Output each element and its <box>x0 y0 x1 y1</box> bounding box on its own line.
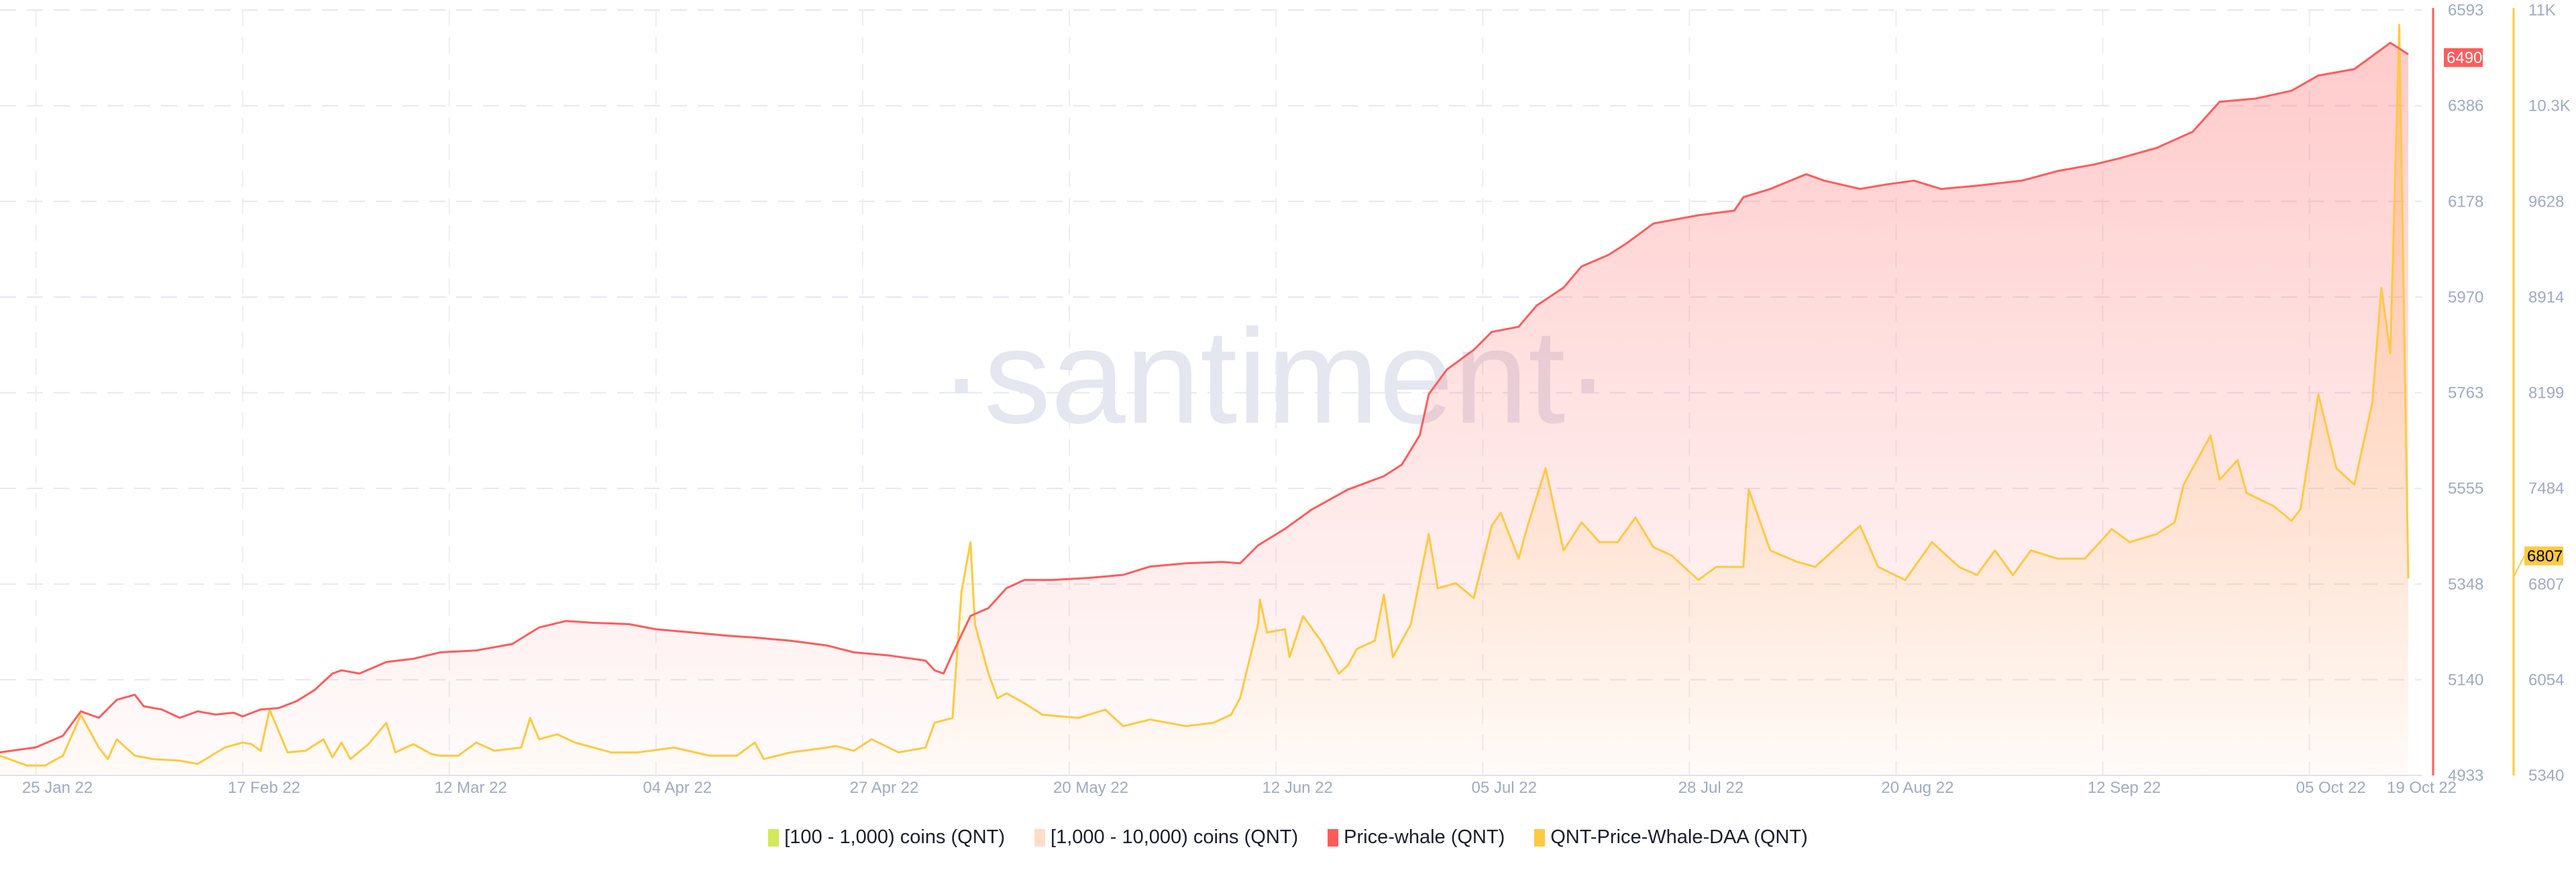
daa-tick-label: 6807 <box>2528 576 2564 594</box>
chart: ·santiment· 6593638661785970576355555348… <box>0 1 2571 797</box>
legend-swatch <box>768 828 780 847</box>
x-tick-label: 20 Aug 22 <box>1881 779 1953 797</box>
daa-tick-label: 10.3K <box>2528 97 2571 115</box>
x-tick-label: 12 Sep 22 <box>2088 779 2161 797</box>
x-tick-label: 20 May 22 <box>1053 779 1128 797</box>
legend-item[interactable]: Price-whale (QNT) <box>1328 826 1505 849</box>
daa-tick-label: 8914 <box>2528 288 2564 307</box>
legend: [100 - 1,000) coins (QNT) [1,000 - 10,000… <box>0 826 2576 849</box>
legend-label: [100 - 1,000) coins (QNT) <box>784 826 1006 848</box>
daa-last-value-badge <box>2524 546 2563 565</box>
daa-last-value: 6807 <box>2527 547 2563 565</box>
daa-tick-label: 6054 <box>2528 671 2564 689</box>
legend-swatch <box>1034 828 1046 847</box>
daa-tick-label: 8199 <box>2528 384 2564 402</box>
legend-label: QNT-Price-Whale-DAA (QNT) <box>1550 826 1808 848</box>
price-tick-label: 6386 <box>2448 97 2483 115</box>
daa-badge-pointer <box>2513 555 2525 578</box>
price-tick-label: 5970 <box>2448 288 2483 307</box>
price-tick-label: 4933 <box>2448 767 2483 785</box>
legend-label: Price-whale (QNT) <box>1344 826 1505 848</box>
price-area <box>0 42 2408 775</box>
x-tick-label: 28 Jul 22 <box>1678 779 1743 797</box>
price-tick-label: 5140 <box>2448 671 2483 689</box>
x-tick-label: 27 Apr 22 <box>850 779 919 797</box>
daa-tick-label: 11K <box>2528 1 2556 19</box>
daa-series-line <box>0 23 2410 767</box>
legend-item[interactable]: [1,000 - 10,000) coins (QNT) <box>1034 826 1298 849</box>
price-tick-label: 5763 <box>2448 384 2483 402</box>
x-tick-label: 12 Jun 22 <box>1262 779 1332 797</box>
price-tick-label: 5348 <box>2448 576 2483 594</box>
x-tick-label: 19 Oct 22 <box>2387 779 2457 797</box>
price-last-value-badge <box>2444 48 2483 67</box>
x-tick-label: 05 Jul 22 <box>1472 779 1537 797</box>
legend-swatch <box>1328 828 1339 847</box>
daa-tick-label: 5340 <box>2528 767 2564 785</box>
x-tick-label: 05 Oct 22 <box>2296 779 2366 797</box>
daa-tick-label: 7484 <box>2528 480 2564 498</box>
legend-label: [1,000 - 10,000) coins (QNT) <box>1051 826 1299 848</box>
legend-swatch <box>1534 828 1546 847</box>
price-tick-label: 6593 <box>2448 1 2483 19</box>
legend-item[interactable]: QNT-Price-Whale-DAA (QNT) <box>1534 826 1808 849</box>
legend-item[interactable]: [100 - 1,000) coins (QNT) <box>768 826 1005 849</box>
price-tick-label: 5555 <box>2448 480 2483 498</box>
x-tick-label: 12 Mar 22 <box>435 779 507 797</box>
x-tick-label: 04 Apr 22 <box>643 779 712 797</box>
price-last-value: 6490 <box>2447 49 2482 67</box>
x-tick-label: 25 Jan 22 <box>22 779 93 797</box>
x-tick-label: 17 Feb 22 <box>228 779 301 797</box>
price-series-line <box>0 42 2409 754</box>
daa-tick-label: 9628 <box>2528 193 2564 211</box>
price-tick-label: 6178 <box>2448 193 2483 211</box>
